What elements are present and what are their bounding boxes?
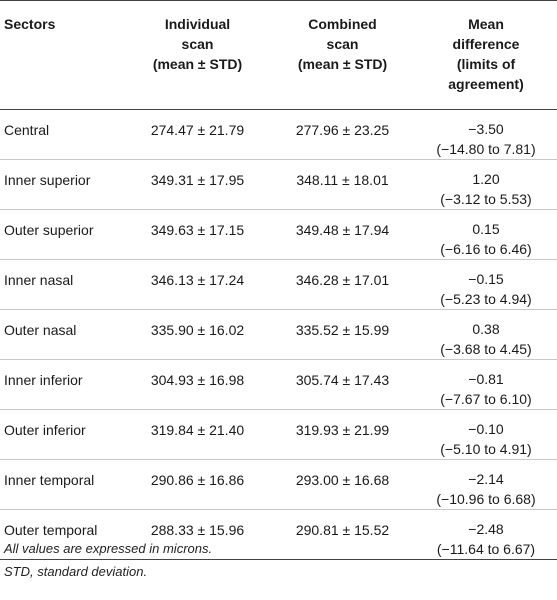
table-row: Inner temporal 290.86 ± 16.86 293.00 ± 16.… xyxy=(0,460,557,510)
mean-difference-value: −3.50 xyxy=(468,121,504,137)
sector-cell: Outer nasal xyxy=(4,322,77,338)
mean-difference-value: 1.20 xyxy=(472,171,500,187)
table-row: Outer inferior 319.84 ± 21.40 319.93 ± 21.… xyxy=(0,410,557,460)
mean-difference-cell: −2.14 (−10.96 to 6.68) xyxy=(415,460,557,510)
table-row: Outer temporal 288.33 ± 15.96 290.81 ± 15.… xyxy=(0,510,557,560)
combined-scan-cell: 335.52 ± 15.99 xyxy=(295,322,390,338)
combined-scan-cell: 277.96 ± 23.25 xyxy=(295,122,390,138)
header-line: Individual xyxy=(164,16,231,32)
sector-cell: Outer temporal xyxy=(4,522,98,538)
mean-difference-value: −0.81 xyxy=(468,371,504,387)
combined-scan-cell: 319.93 ± 21.99 xyxy=(295,422,390,438)
footnote: All values are expressed in microns. xyxy=(4,541,213,556)
limits-of-agreement: (−6.16 to 6.46) xyxy=(440,241,532,257)
mean-difference-value: −2.48 xyxy=(468,521,504,537)
limits-of-agreement: (−3.12 to 5.53) xyxy=(440,191,532,207)
mean-difference-value: −0.15 xyxy=(468,271,504,287)
mean-difference-value: −2.14 xyxy=(468,471,504,487)
table-row: Inner superior 349.31 ± 17.95 348.11 ± 18.… xyxy=(0,160,557,210)
mean-difference-cell: −0.81 (−7.67 to 6.10) xyxy=(415,360,557,410)
sector-cell: Outer superior xyxy=(4,222,94,238)
combined-scan-cell: 305.74 ± 17.43 xyxy=(295,372,390,388)
individual-scan-cell: 346.13 ± 17.24 xyxy=(150,272,245,288)
combined-scan-cell: 348.11 ± 18.01 xyxy=(296,172,389,188)
sector-cell: Inner nasal xyxy=(4,272,74,288)
table-body: Central 274.47 ± 21.79 277.96 ± 23.25 −3.50… xyxy=(0,110,557,560)
individual-scan-cell: 349.31 ± 17.95 xyxy=(150,172,245,188)
sector-cell: Inner superior xyxy=(4,172,91,188)
header-line: agreement) xyxy=(448,76,524,92)
header-line: Combined xyxy=(308,16,377,32)
table-row: Outer nasal 335.90 ± 16.02 335.52 ± 15.99 0… xyxy=(0,310,557,360)
header-line: difference xyxy=(452,36,520,52)
limits-of-agreement: (−10.96 to 6.68) xyxy=(436,491,536,507)
individual-scan-cell: 335.90 ± 16.02 xyxy=(150,322,245,338)
table-row: Inner inferior 304.93 ± 16.98 305.74 ± 17.… xyxy=(0,360,557,410)
header-sectors: Sectors xyxy=(0,1,125,110)
mean-difference-cell: −3.50 (−14.80 to 7.81) xyxy=(415,110,557,160)
table-footnotes: All values are expressed in microns. STD,… xyxy=(4,537,212,583)
header-line: (mean ± STD) xyxy=(297,56,388,72)
mean-difference-value: 0.15 xyxy=(472,221,500,237)
data-table: Sectors Individual scan (mean ± STD) Combine… xyxy=(0,0,557,560)
individual-scan-cell: 304.93 ± 16.98 xyxy=(150,372,245,388)
combined-scan-cell: 293.00 ± 16.68 xyxy=(295,472,390,488)
header-mean-difference: Mean difference (limits of agreement) xyxy=(415,1,557,110)
header-line: scan xyxy=(326,36,359,52)
limits-of-agreement: (−11.64 to 6.67) xyxy=(436,541,536,557)
limits-of-agreement: (−14.80 to 7.81) xyxy=(436,141,536,157)
table-row: Outer superior 349.63 ± 17.15 349.48 ± 17.… xyxy=(0,210,557,260)
mean-difference-cell: 1.20 (−3.12 to 5.53) xyxy=(415,160,557,210)
mean-difference-cell: 0.15 (−6.16 to 6.46) xyxy=(415,210,557,260)
table-header: Sectors Individual scan (mean ± STD) Combine… xyxy=(0,0,557,110)
limits-of-agreement: (−3.68 to 4.45) xyxy=(440,341,532,357)
sector-cell: Outer inferior xyxy=(4,422,86,438)
table-row: Central 274.47 ± 21.79 277.96 ± 23.25 −3.50… xyxy=(0,110,557,160)
header-combined-scan: Combined scan (mean ± STD) xyxy=(270,1,415,110)
individual-scan-cell: 290.86 ± 16.86 xyxy=(150,472,245,488)
header-line: Mean xyxy=(468,16,504,32)
combined-scan-cell: 290.81 ± 15.52 xyxy=(295,522,390,538)
header-row: Sectors Individual scan (mean ± STD) Combine… xyxy=(0,0,557,110)
footnote: STD, standard deviation. xyxy=(4,564,148,579)
limits-of-agreement: (−7.67 to 6.10) xyxy=(440,391,532,407)
sector-cell: Central xyxy=(4,122,50,138)
mean-difference-cell: −2.48 (−11.64 to 6.67) xyxy=(415,510,557,560)
combined-scan-cell: 346.28 ± 17.01 xyxy=(295,272,390,288)
header-line: (limits of xyxy=(456,56,516,72)
limits-of-agreement: (−5.10 to 4.91) xyxy=(440,441,532,457)
sector-cell: Inner inferior xyxy=(4,372,83,388)
mean-difference-cell: 0.38 (−3.68 to 4.45) xyxy=(415,310,557,360)
mean-difference-cell: −0.15 (−5.23 to 4.94) xyxy=(415,260,557,310)
combined-scan-cell: 349.48 ± 17.94 xyxy=(295,222,390,238)
table-row: Inner nasal 346.13 ± 17.24 346.28 ± 17.01 −… xyxy=(0,260,557,310)
header-line: scan xyxy=(181,36,214,52)
individual-scan-cell: 319.84 ± 21.40 xyxy=(150,422,245,438)
header-line: (mean ± STD) xyxy=(152,56,243,72)
mean-difference-value: −0.10 xyxy=(468,421,504,437)
header-line: Sectors xyxy=(4,16,56,32)
individual-scan-cell: 274.47 ± 21.79 xyxy=(150,122,245,138)
mean-difference-cell: −0.10 (−5.10 to 4.91) xyxy=(415,410,557,460)
mean-difference-value: 0.38 xyxy=(472,321,500,337)
header-individual-scan: Individual scan (mean ± STD) xyxy=(125,1,270,110)
limits-of-agreement: (−5.23 to 4.94) xyxy=(440,291,532,307)
individual-scan-cell: 349.63 ± 17.15 xyxy=(150,222,245,238)
individual-scan-cell: 288.33 ± 15.96 xyxy=(150,522,245,538)
sector-cell: Inner temporal xyxy=(4,472,95,488)
